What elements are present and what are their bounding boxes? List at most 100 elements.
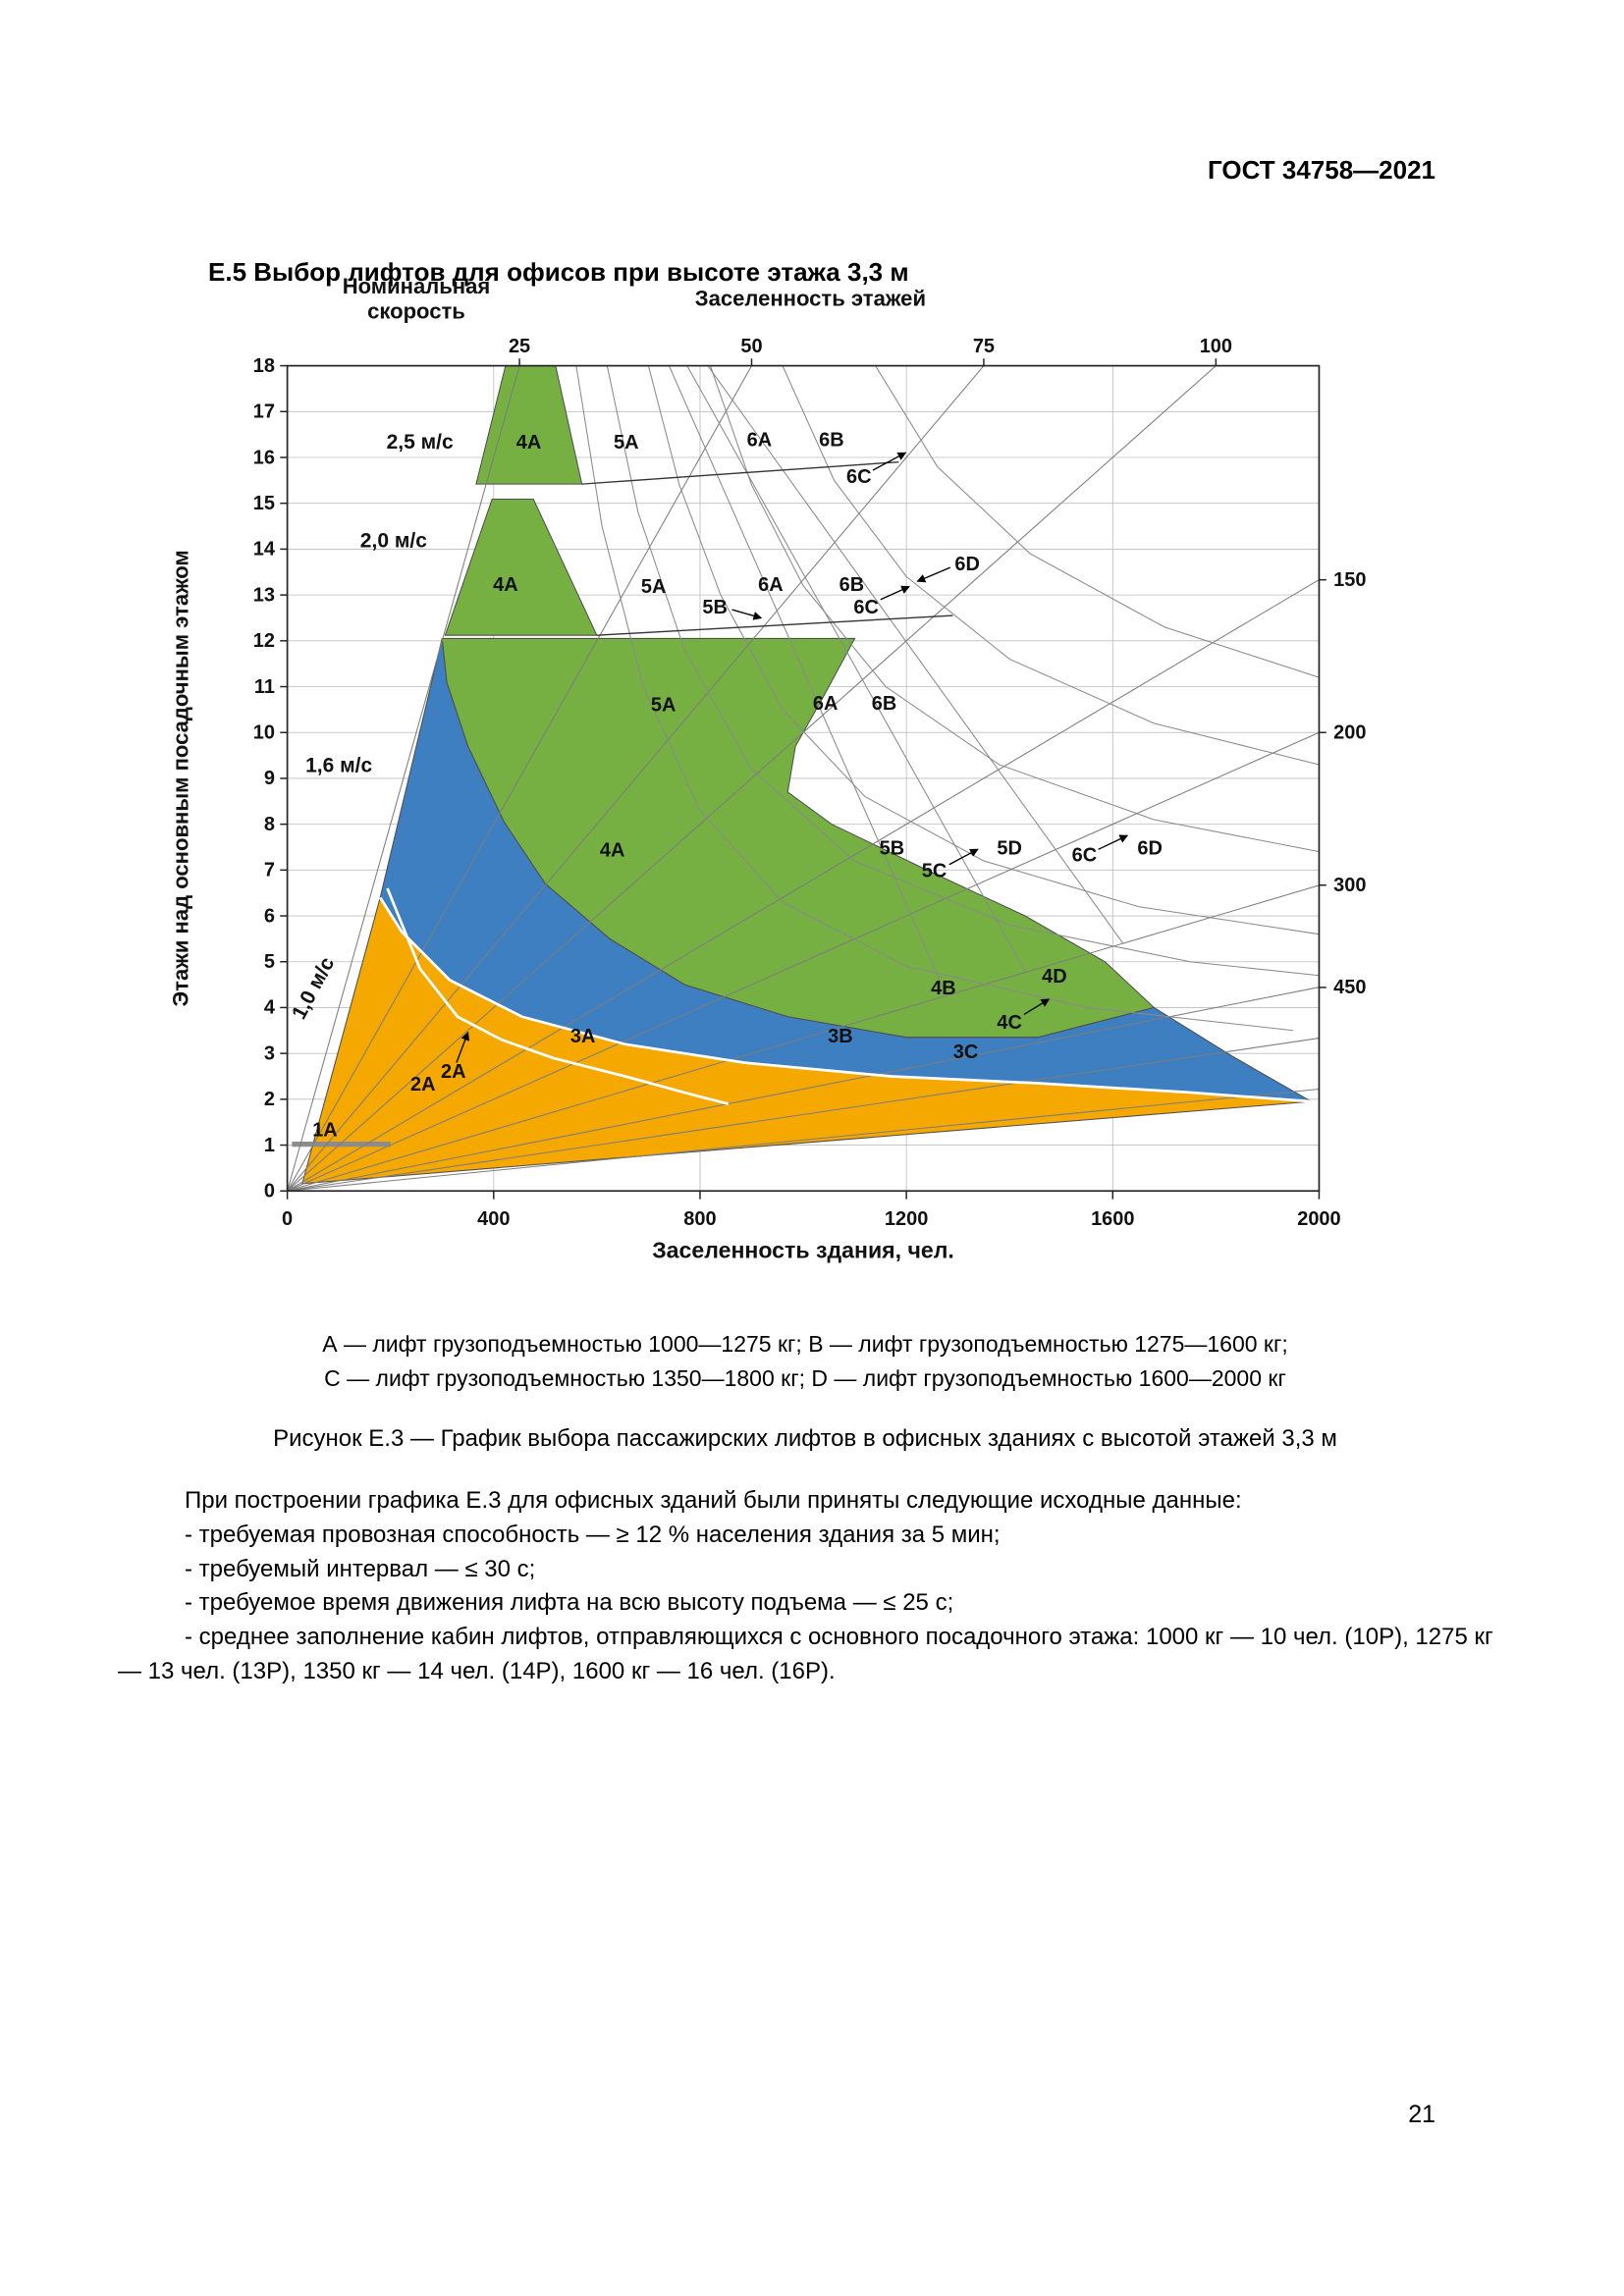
white-boundary-curve	[386, 887, 730, 1105]
zone-label-3А: 3А	[570, 1026, 596, 1047]
zone-label-4А: 4А	[516, 432, 542, 454]
x-tick-label: 1600	[1091, 1208, 1134, 1230]
occupancy-line-900	[287, 1088, 1320, 1192]
speed-column-header: скорость	[367, 298, 465, 323]
occupancy-line-200	[287, 731, 1320, 1192]
constraint-line	[707, 365, 1124, 944]
zone-label-6D: 6D	[954, 554, 980, 575]
region-zone-4A-speed-2.5	[475, 365, 583, 485]
speed-column-header: Номинальная	[343, 274, 491, 298]
y-tick-label: 3	[264, 1042, 275, 1064]
occupancy-header: Заселенность этажей	[695, 287, 926, 311]
zone-label-3В: 3В	[828, 1026, 853, 1047]
occupancy-top-label: 50	[740, 336, 762, 357]
speed-label: 1,0 м/с	[288, 953, 339, 1023]
figure-e3-chart: 0 1 2 3 4 5 6 7 8 9 10 11 12 13 14 15 16 17 18 0 400 800 1200 1…	[153, 252, 1371, 1279]
constraint-curve	[575, 365, 1294, 1032]
assumption-item: - требуемая провозная способность — ≥ 12…	[185, 1521, 1001, 1548]
page-number: 21	[1408, 2101, 1435, 2128]
y-tick-label: 14	[253, 539, 275, 561]
y-tick-label: 4	[264, 997, 275, 1019]
zone-label-2А: 2А	[410, 1074, 436, 1095]
zone-label-5А: 5А	[651, 695, 677, 717]
assumption-item: - среднее заполнение кабин лифтов, отпра…	[118, 1624, 1493, 1684]
plot-border	[286, 364, 1321, 1193]
zone-label-4А: 4А	[493, 574, 518, 596]
zone-label-3С: 3С	[953, 1041, 979, 1063]
y-tick-label: 18	[253, 355, 275, 377]
occupancy-line-25	[287, 365, 520, 1192]
occupancy-top-label: 25	[509, 336, 530, 357]
occupancy-line-150	[287, 579, 1320, 1192]
constraint-line	[686, 365, 1026, 972]
occupancy-top-label: 100	[1200, 336, 1232, 357]
figure-legend: А — лифт грузоподъемностью 1000—1275 кг;…	[118, 1327, 1492, 1395]
y-axis-title: Этажи над основным посадочным этажом	[169, 550, 193, 1006]
speed-label: 2,5 м/с	[387, 431, 454, 454]
speed-label: 1,6 м/с	[305, 754, 372, 776]
zone-label-2А: 2А	[441, 1061, 466, 1083]
occupancy-line-100	[287, 365, 1217, 1192]
assumption-item: - требуемое время движения лифта на всю …	[185, 1589, 954, 1617]
section-heading: Е.5 Выбор лифтов для офисов при высоте э…	[208, 257, 909, 287]
constraint-curve	[647, 365, 1320, 935]
x-tick-label: 1200	[885, 1208, 928, 1230]
zone-label-6В: 6В	[819, 430, 844, 452]
occupancy-right-label: 200	[1333, 722, 1366, 744]
occupancy-line-75	[287, 365, 985, 1192]
x-tick-label: 800	[683, 1208, 716, 1230]
y-tick-label: 8	[264, 814, 275, 835]
zone-label-6В: 6В	[872, 693, 897, 715]
label-leader-arrow	[1023, 998, 1051, 1016]
figure-legend-line-2: С — лифт грузоподъемностью 1350—1800 кг;…	[324, 1364, 1286, 1391]
occupancy-line-450	[287, 987, 1320, 1192]
zone-label-4D: 4D	[1042, 966, 1067, 988]
zone-label-6С: 6С	[846, 466, 872, 488]
zone-label-6А: 6А	[747, 430, 773, 452]
constraint-curve	[709, 365, 1320, 853]
zone-label-6В: 6В	[839, 574, 865, 596]
y-tick-label: 11	[254, 676, 275, 698]
zone-label-5С: 5С	[922, 861, 947, 882]
occupancy-line-300	[287, 884, 1320, 1192]
doc-number-header: ГОСТ 34758—2021	[1208, 155, 1435, 185]
zone-label-5В: 5В	[880, 837, 905, 859]
constraint-curve	[606, 365, 1320, 977]
zone-label-6С: 6С	[1072, 844, 1098, 866]
occupancy-right-label: 150	[1333, 569, 1366, 591]
occupancy-right-label: 300	[1333, 875, 1366, 896]
y-tick-label: 0	[264, 1181, 275, 1202]
zone-label-5D: 5D	[997, 837, 1022, 859]
zone-label-4А: 4А	[600, 840, 625, 862]
speed-label: 2,0 м/с	[360, 529, 427, 552]
label-leader-arrow	[456, 1031, 469, 1063]
label-leader-arrow	[916, 566, 951, 583]
assumption-item: - требуемый интервал — ≤ 30 с;	[185, 1555, 536, 1582]
y-tick-label: 6	[264, 905, 275, 927]
y-tick-label: 7	[264, 860, 275, 881]
label-leader-arrow	[731, 609, 763, 620]
body-intro: При построении графика Е.3 для офисных з…	[185, 1487, 1242, 1514]
region-zone-4A-speed-2.0	[444, 498, 598, 636]
zone-label-5А: 5А	[614, 432, 639, 454]
y-tick-label: 10	[253, 722, 275, 744]
occupancy-top-label: 75	[973, 336, 995, 357]
constraint-curve	[782, 365, 1320, 766]
y-tick-label: 13	[253, 584, 275, 606]
zone-boundary-line	[581, 460, 899, 485]
x-axis-title: Заселенность здания, чел.	[652, 1238, 954, 1263]
constraint-line	[668, 365, 948, 999]
label-leader-arrow	[1098, 834, 1129, 850]
zone-boundary-line	[596, 614, 953, 636]
zone-label-4С: 4С	[997, 1012, 1022, 1034]
y-tick-label: 2	[264, 1089, 275, 1110]
label-leader-arrow	[872, 452, 907, 471]
zone-label-4В: 4В	[931, 978, 956, 999]
figure-caption: Рисунок Е.3 — График выбора пассажирских…	[273, 1425, 1337, 1452]
zone-label-6А: 6А	[758, 574, 784, 596]
zone-label-5А: 5А	[641, 576, 667, 598]
x-tick-label: 400	[477, 1208, 510, 1230]
x-tick-label: 2000	[1297, 1208, 1340, 1230]
